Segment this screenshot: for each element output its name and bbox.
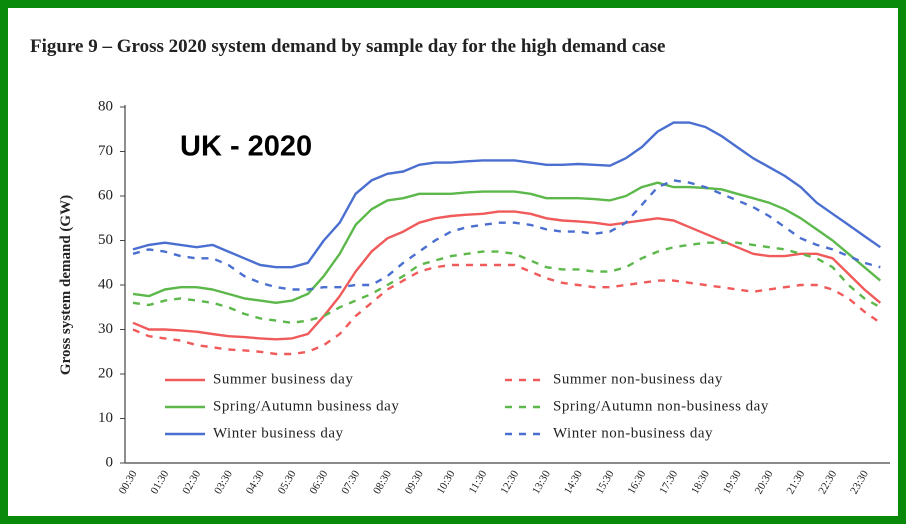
series-line (132, 181, 882, 304)
chart-title: Figure 9 – Gross 2020 system demand by s… (30, 36, 665, 57)
y-tick-label: 40 (98, 276, 113, 292)
series-line (132, 179, 881, 291)
legend-label: Winter non-business day (553, 425, 713, 441)
y-tick-label: 0 (106, 454, 114, 470)
legend-label: Summer non-business day (553, 371, 723, 387)
y-tick-label: 80 (98, 98, 113, 114)
y-tick-label: 10 (98, 410, 113, 426)
annotation: UK - 2020 (180, 131, 312, 163)
y-tick-label: 30 (98, 321, 113, 337)
legend-label: Summer business day (213, 371, 353, 387)
series-line (132, 241, 881, 324)
y-axis-label: Gross system demand (GW) (58, 195, 74, 375)
y-tick-label: 20 (98, 365, 113, 381)
series-line (132, 210, 882, 341)
y-tick-label: 60 (98, 187, 113, 203)
series-line (132, 121, 881, 269)
legend-label: Winter business day (213, 425, 344, 441)
y-tick-label: 70 (98, 143, 113, 159)
legend-label: Spring/Autumn non-business day (553, 398, 769, 414)
y-tick-label: 50 (98, 232, 113, 248)
series-line (132, 263, 881, 356)
legend-label: Spring/Autumn business day (213, 398, 399, 414)
